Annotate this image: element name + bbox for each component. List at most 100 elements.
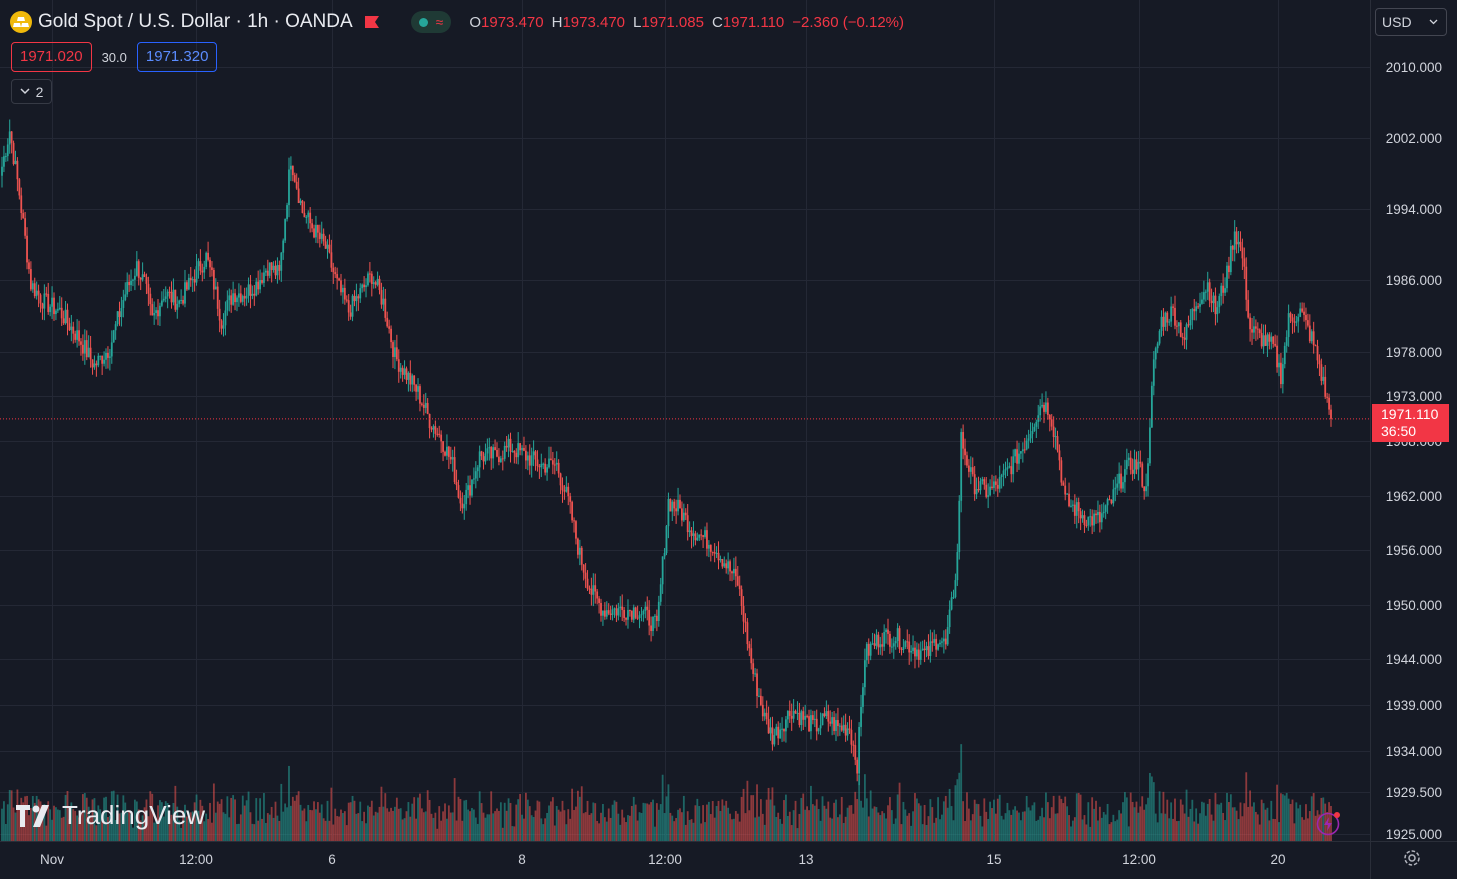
volume-bar (592, 802, 595, 841)
candle-body (655, 615, 658, 621)
volume-bar (694, 805, 697, 841)
volume-bar (835, 799, 837, 841)
volume-bar (1133, 807, 1136, 841)
volume-bar (14, 812, 17, 841)
candle-body (320, 233, 323, 239)
volume-bar (869, 790, 872, 841)
volume-bar (688, 819, 691, 841)
sell-button[interactable]: 1971.020 (11, 42, 92, 72)
volume-bar (315, 809, 317, 841)
tradingview-watermark[interactable]: TradingView (16, 800, 205, 831)
volume-bar (332, 824, 335, 841)
volume-bar (600, 812, 602, 841)
candle-body (1310, 331, 1313, 342)
volume-bar (1020, 820, 1022, 841)
candle-body (10, 131, 13, 143)
volume-bar (759, 799, 762, 841)
volume-bar (890, 810, 893, 841)
candle-body (170, 291, 173, 303)
volume-bar (698, 806, 701, 841)
candle-body (505, 445, 508, 448)
candle-body (871, 643, 874, 645)
candle-body (47, 294, 50, 313)
currency-select[interactable]: USD (1375, 8, 1447, 36)
candle-body (419, 386, 421, 404)
trade-panel: 1971.020 30.0 1971.320 (11, 42, 218, 72)
candle-body (1133, 459, 1136, 474)
candle-body (172, 289, 175, 303)
candle-body (1305, 314, 1307, 321)
volume-bar (1322, 797, 1325, 841)
candle-body (1077, 502, 1080, 512)
candle-body (933, 638, 936, 643)
volume-bar (993, 799, 995, 841)
volume-bar (713, 817, 716, 841)
candle-body (761, 704, 764, 717)
volume-bar (1204, 815, 1207, 841)
candle-body (750, 648, 753, 664)
volume-bar (241, 795, 244, 841)
time-tick-label: 12:00 (648, 852, 682, 867)
candle-body (729, 561, 731, 572)
volume-bar (216, 801, 219, 841)
volume-bar (251, 823, 254, 841)
candle-body (781, 728, 783, 730)
candle-body (993, 481, 995, 489)
volume-bar (214, 812, 217, 841)
volume-bar (1306, 818, 1309, 841)
lightning-alert-icon[interactable] (1316, 811, 1342, 837)
volume-bar (806, 806, 809, 841)
volume-bar (696, 798, 699, 841)
candle-body (962, 432, 965, 449)
volume-bar (482, 812, 485, 841)
volume-bar (914, 793, 916, 841)
candle-body (1108, 499, 1111, 501)
volume-bar (763, 824, 766, 841)
candle-body (567, 486, 570, 497)
candle-body (1301, 308, 1304, 312)
candle-body (255, 281, 258, 296)
candle-body (14, 160, 17, 165)
volume-bar (1058, 795, 1061, 841)
volume-bar (1014, 806, 1017, 841)
candle-body (694, 533, 697, 541)
candle-body (944, 638, 947, 645)
candle-body (960, 432, 963, 501)
flag-icon[interactable] (364, 16, 379, 28)
candle-body (68, 323, 71, 331)
volume-bar (815, 799, 818, 841)
volume-bar (1199, 813, 1201, 841)
candle-body (528, 455, 531, 466)
buy-button[interactable]: 1971.320 (136, 42, 218, 72)
candle-body (677, 499, 679, 512)
candle-body (236, 297, 238, 303)
volume-bar (1077, 793, 1080, 841)
volume-bar (1193, 821, 1196, 841)
volume-bar (692, 822, 695, 841)
settings-gear-icon[interactable] (1402, 848, 1422, 868)
candle-body (1014, 449, 1017, 457)
candle-body (569, 496, 572, 502)
volume-bar (422, 812, 425, 841)
candle-body (1199, 303, 1201, 307)
volume-bar (1021, 811, 1024, 841)
volume-bar (447, 805, 450, 841)
symbol-title[interactable]: Gold Spot / U.S. Dollar · 1h · OANDA (38, 11, 353, 32)
candle-body (542, 463, 545, 465)
volume-bar (825, 808, 828, 841)
symbol-logo[interactable] (10, 11, 32, 33)
candle-body (956, 552, 959, 581)
candle-body (1154, 348, 1157, 360)
price-tick-label: 1978.000 (1386, 345, 1442, 360)
volume-bar (415, 818, 418, 841)
volume-bar (178, 820, 181, 841)
price-tick-label: 1925.000 (1386, 827, 1442, 842)
candle-body (665, 526, 668, 554)
market-status-pill[interactable]: ≈ (410, 11, 452, 33)
indicators-toggle-button[interactable]: 2 (11, 79, 52, 104)
candle-body (334, 272, 337, 275)
volume-bar (480, 803, 483, 841)
volume-bar (1243, 803, 1246, 841)
candle-body (322, 233, 325, 242)
